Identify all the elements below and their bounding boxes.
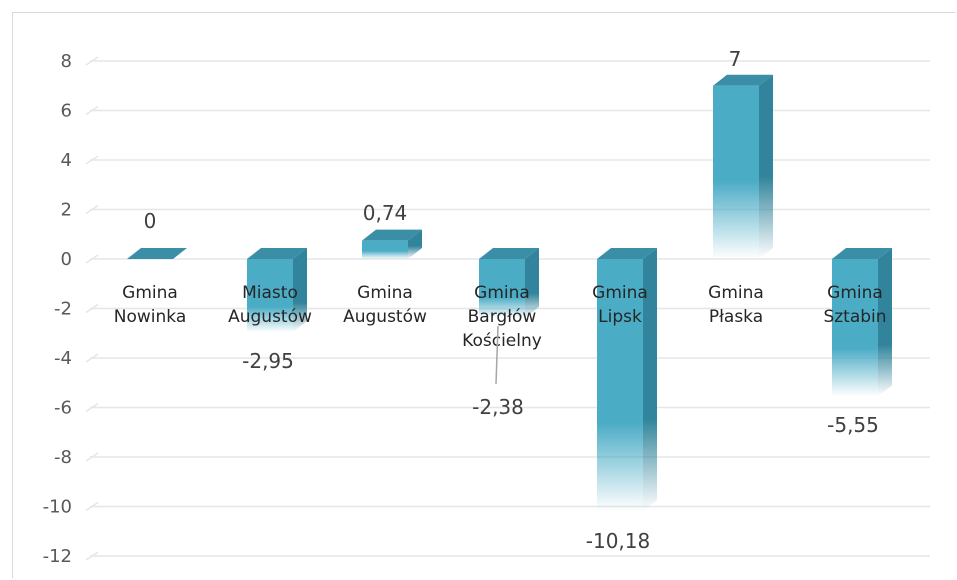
data-label: -10,18 [586, 529, 650, 553]
gridline-edge [85, 254, 99, 264]
category-label: Gmina Płaska [708, 283, 764, 327]
bar-top [597, 248, 657, 259]
bars [127, 74, 892, 511]
category-label: Gmina Sztabin [823, 283, 886, 327]
data-label: 0 [144, 209, 157, 233]
category-label: Gmina Nowinka [114, 283, 186, 327]
gridline-edge [85, 56, 99, 66]
gridline-edge [85, 303, 99, 314]
bar-top [713, 74, 773, 86]
bar-front [479, 259, 525, 318]
bar [479, 248, 539, 318]
gridline-edge [85, 402, 99, 413]
bar-front [362, 240, 408, 259]
gridline-edge [85, 501, 99, 512]
bar-side [408, 229, 422, 259]
gridline-edge [85, 105, 99, 116]
bar-top [247, 248, 307, 259]
bar-top [362, 229, 422, 241]
bar-top [127, 248, 187, 259]
y-tick-label: -4 [54, 348, 72, 369]
y-tick-label: -2 [54, 299, 72, 320]
y-tick-label: -10 [43, 497, 72, 518]
category-label: Gmina Lipsk [592, 283, 648, 327]
y-tick-label: 0 [61, 249, 72, 270]
y-tick-label: 8 [61, 51, 72, 72]
data-label: 0,74 [363, 201, 408, 225]
bar [247, 248, 307, 333]
bar-top [479, 248, 539, 259]
bar-front [247, 259, 293, 333]
gridline-edge [85, 353, 99, 363]
y-tick-label: -8 [54, 447, 72, 468]
y-tick-label: 4 [61, 150, 72, 171]
data-labels: 0 -2,95 0,74 -2,38 -10,18 7 -5,55 [144, 47, 879, 553]
bar-top [832, 248, 892, 259]
data-label: 7 [729, 47, 742, 71]
bar [362, 229, 422, 259]
data-label: -2,38 [472, 395, 524, 419]
bar [127, 248, 187, 259]
y-axis-ticks: 8 6 4 2 0 -2 -4 -6 -8 -10 -12 [43, 51, 72, 567]
gridline-edge [85, 452, 99, 462]
y-tick-label: -12 [43, 546, 72, 567]
bar-side [759, 74, 773, 259]
bar-front [597, 259, 643, 511]
y-tick-label: 2 [61, 200, 72, 221]
category-label: Miasto Augustów [228, 283, 312, 327]
bar-front [713, 85, 759, 259]
leader-line [495, 325, 499, 385]
bar-side [293, 248, 307, 333]
bar-side [878, 248, 892, 397]
bar [597, 248, 657, 511]
bar-side [525, 248, 539, 318]
gridline-edge [85, 551, 99, 561]
data-label: -5,55 [827, 413, 879, 437]
gridline-edge [85, 155, 99, 165]
chart-frame [12, 12, 955, 578]
y-tick-label: 6 [61, 101, 72, 122]
category-labels: Gmina Nowinka Miasto Augustów Gmina Augustów G… [114, 283, 887, 351]
bar-side [643, 248, 657, 511]
bar [832, 248, 892, 397]
bar-front [832, 259, 878, 397]
gridline-edge [85, 204, 99, 215]
y-tick-label: -6 [54, 398, 72, 419]
category-label: Gmina Augustów [343, 283, 427, 327]
data-label: -2,95 [242, 349, 294, 373]
bar [713, 74, 773, 259]
category-label: Gmina Bargłów Kościelny [462, 283, 542, 351]
